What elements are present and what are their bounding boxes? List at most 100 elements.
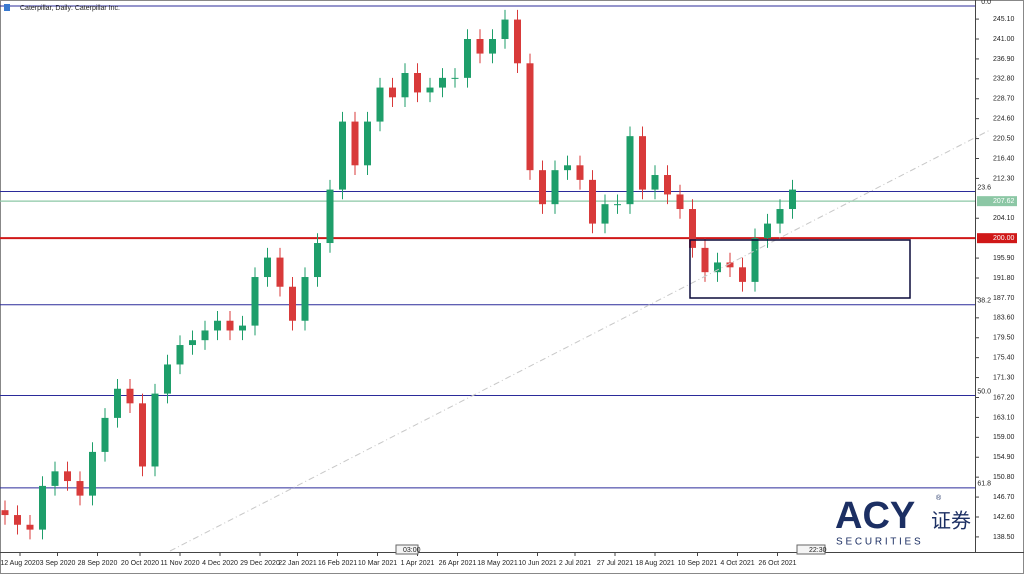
- candle-body: [14, 515, 21, 525]
- x-tick-label: 18 Aug 2021: [635, 560, 674, 567]
- x-tick-label: 1 Apr 2021: [401, 560, 435, 567]
- candle-body: [451, 77, 459, 79]
- price-label: 207.62: [993, 198, 1015, 205]
- y-tick-label: 142.60: [993, 514, 1015, 521]
- candle-body: [764, 223, 771, 239]
- candle-body: [526, 63, 534, 171]
- y-tick-label: 204.10: [993, 215, 1015, 222]
- candle-body: [164, 364, 171, 394]
- candle-body: [726, 262, 734, 268]
- candle-body: [351, 121, 359, 166]
- candle-body: [376, 87, 384, 122]
- candle-body: [326, 189, 334, 244]
- registered: ®: [936, 494, 942, 502]
- candle-body: [276, 257, 284, 287]
- candle-body: [401, 73, 409, 98]
- x-tick-label: 11 Nov 2020: [160, 560, 199, 567]
- candle-body: [714, 262, 721, 273]
- y-tick-label: 232.80: [993, 76, 1015, 83]
- y-tick-label: 195.90: [993, 255, 1015, 262]
- time-marker-box: [796, 544, 826, 555]
- candle-body: [176, 345, 184, 365]
- time-marker: 03:00: [403, 547, 421, 554]
- time-marker-box: [395, 544, 419, 555]
- y-tick-label: 212.30: [993, 175, 1015, 182]
- candle-body: [314, 243, 321, 278]
- y-tick-label: 224.60: [993, 116, 1015, 123]
- candle-body: [564, 165, 571, 171]
- candle-body: [414, 73, 421, 93]
- candle-body: [789, 189, 796, 210]
- y-tick-label: 154.90: [993, 454, 1015, 461]
- candle-body: [589, 179, 596, 224]
- x-tick-label: 18 May 2021: [477, 560, 518, 567]
- candle-body: [339, 121, 346, 190]
- x-tick-label: 10 Sep 2021: [678, 560, 718, 567]
- candle-body: [701, 247, 709, 273]
- candle-body: [576, 165, 584, 180]
- x-tick-label: 28 Sep 2020: [78, 560, 118, 567]
- price-label: 200.00: [993, 235, 1015, 242]
- watermark: ACY ® 证券 S E C U R I T I E S: [835, 494, 971, 548]
- candle-body: [476, 39, 484, 54]
- candle-body: [51, 471, 59, 486]
- y-tick-label: 191.80: [993, 275, 1015, 282]
- x-tick-label: 16 Feb 2021: [318, 560, 357, 567]
- candle-body: [189, 340, 196, 346]
- candle-body: [601, 204, 609, 224]
- y-tick-label: 241.00: [993, 36, 1015, 43]
- candle-body: [151, 393, 159, 467]
- candle-body: [89, 451, 96, 496]
- price-label-box: [977, 233, 1017, 244]
- chinese-name: 证券: [931, 509, 971, 532]
- fib-label: 61.8: [977, 481, 991, 488]
- candle-body: [64, 471, 71, 482]
- y-tick-label: 220.50: [993, 135, 1015, 142]
- x-tick-label: 10 Mar 2021: [358, 560, 397, 567]
- candle-body: [639, 136, 646, 190]
- chart-title: Caterpillar, Daily: Caterpillar Inc.: [20, 5, 120, 12]
- fib-label: 50.0: [977, 388, 991, 395]
- trend-line: [169, 129, 991, 552]
- time-marker: 22:30: [809, 547, 827, 554]
- candle-body: [501, 19, 509, 40]
- candle-body: [301, 277, 309, 321]
- y-tick-label: 146.70: [993, 494, 1015, 501]
- brand: ACY: [835, 495, 915, 537]
- x-tick-label: 26 Apr 2021: [439, 560, 477, 567]
- candle-body: [226, 320, 234, 331]
- y-tick-label: 245.10: [993, 16, 1015, 23]
- x-tick-label: 29 Dec 2020: [240, 560, 280, 567]
- candle-body: [101, 417, 109, 452]
- candle-body: [201, 330, 209, 341]
- y-tick-label: 183.60: [993, 315, 1015, 322]
- candle-body: [464, 39, 471, 78]
- title-icon: [4, 4, 10, 11]
- y-tick-label: 150.80: [993, 474, 1015, 481]
- candle-body: [664, 175, 671, 195]
- candle-body: [114, 388, 121, 418]
- y-tick-label: 159.00: [993, 434, 1015, 441]
- x-tick-label: 3 Sep 2020: [40, 560, 76, 567]
- fib-label: 23.6: [977, 184, 991, 191]
- candle-body: [439, 77, 446, 88]
- candle-body: [139, 403, 146, 467]
- x-tick-label: 20 Oct 2020: [121, 560, 159, 567]
- x-tick-label: 4 Dec 2020: [202, 560, 238, 567]
- x-tick-label: 2 Jul 2021: [559, 560, 591, 567]
- candle-body: [689, 209, 696, 248]
- y-tick-label: 138.50: [993, 534, 1015, 541]
- x-tick-label: 12 Aug 2020: [0, 560, 39, 567]
- candle-body: [776, 209, 784, 224]
- candle-body: [614, 204, 621, 206]
- candle-body: [426, 87, 434, 93]
- candle-body: [239, 325, 246, 331]
- candle-body: [551, 170, 559, 205]
- candle-body: [539, 170, 546, 205]
- y-tick-label: 236.90: [993, 56, 1015, 63]
- candle-body: [264, 257, 271, 278]
- candle-body: [76, 481, 84, 496]
- candle-body: [364, 121, 371, 166]
